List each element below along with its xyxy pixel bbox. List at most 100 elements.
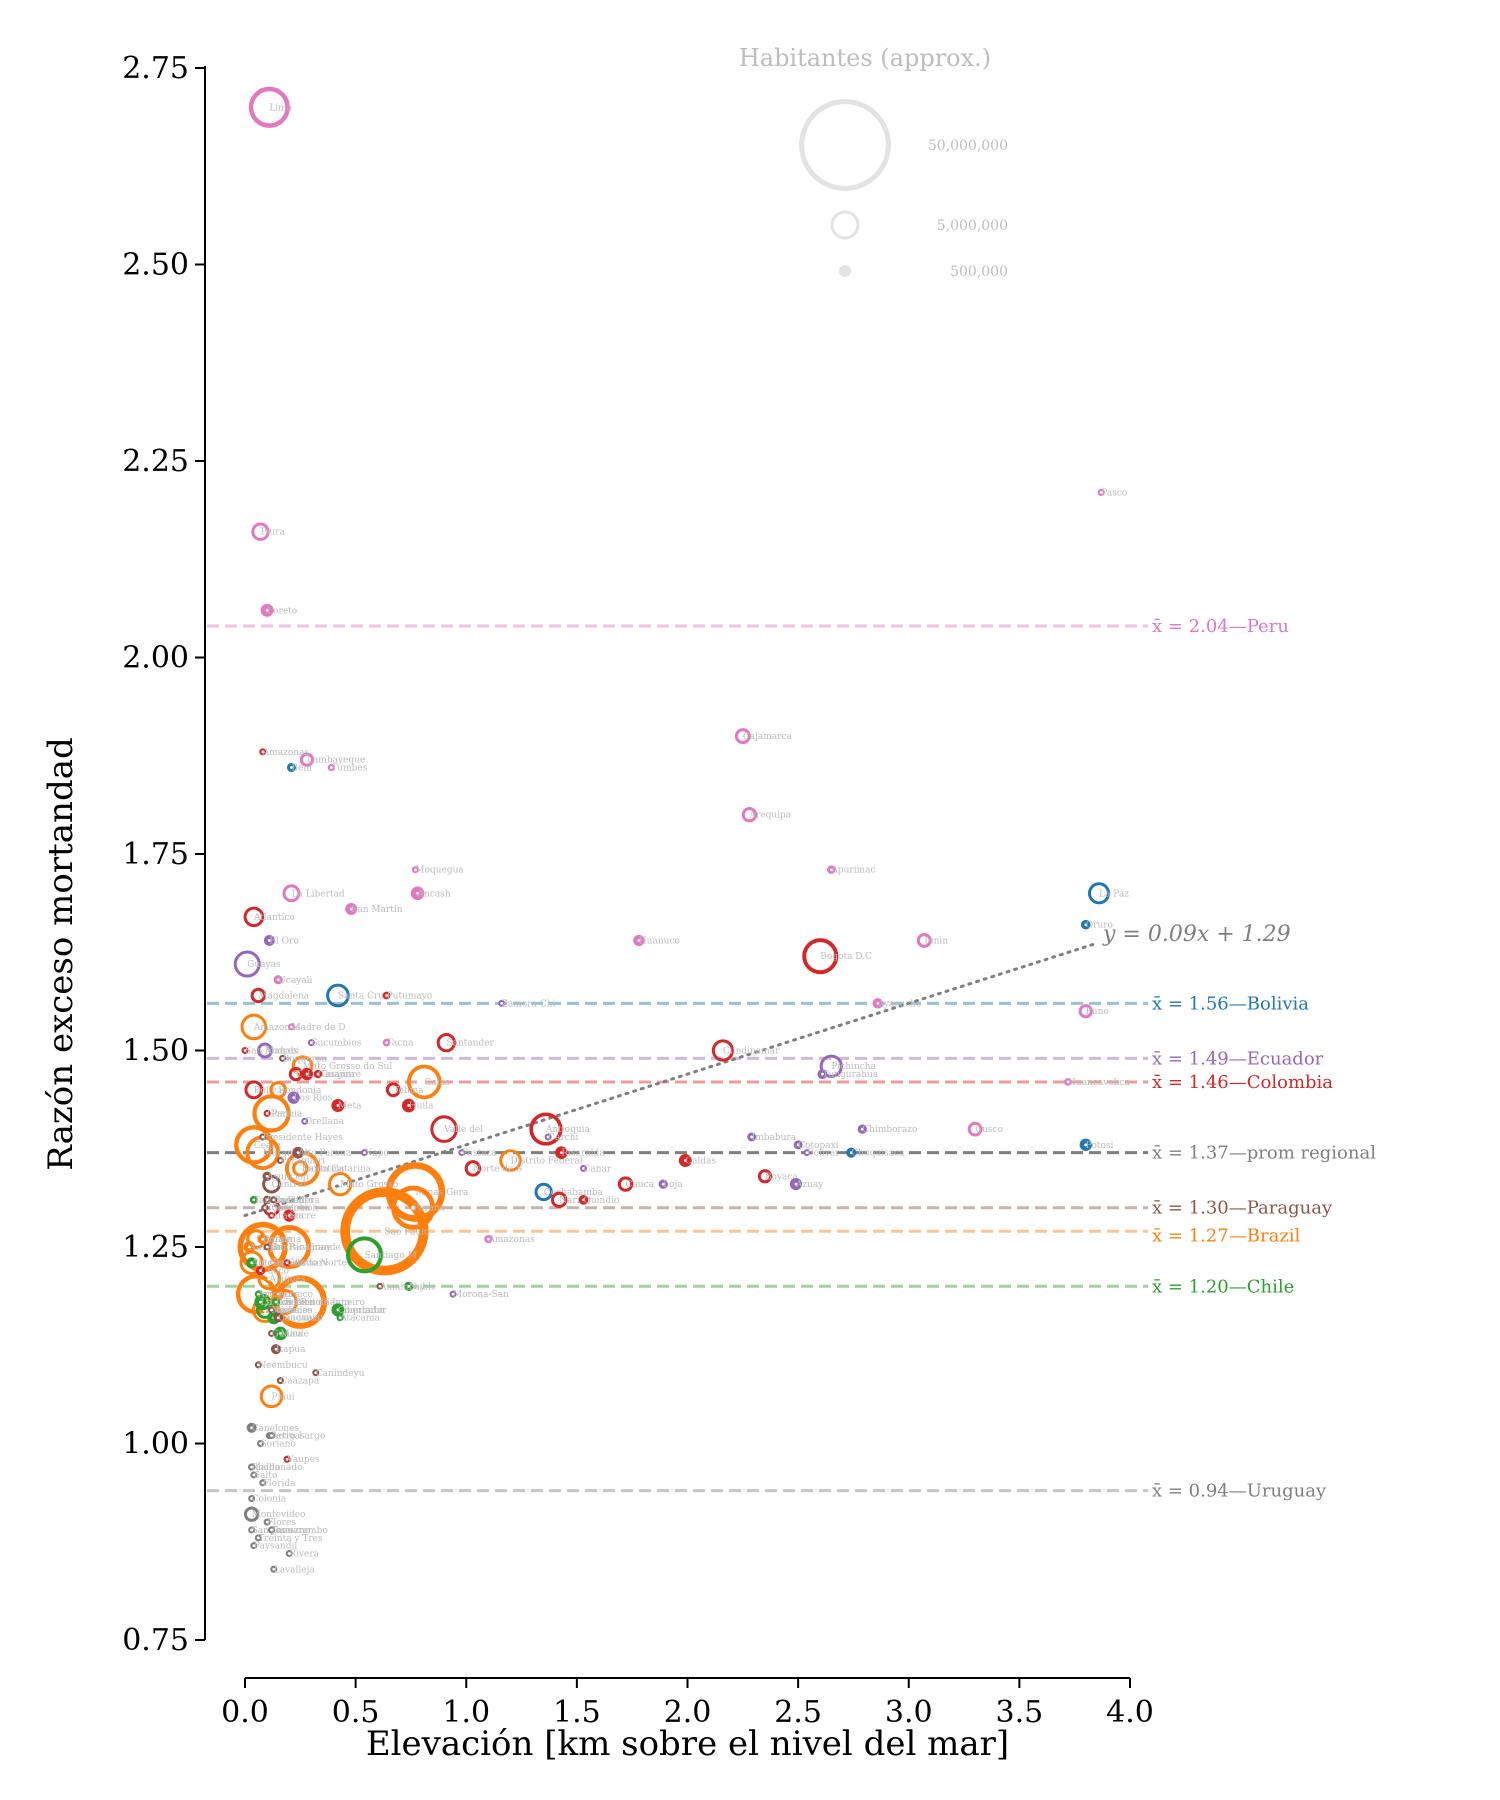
y-tick-label: 2.50 [122,248,189,283]
point-marker [819,1054,843,1078]
point-center [338,1316,342,1320]
point-center [274,1300,278,1304]
point-marker [345,1236,383,1274]
data-point: Lavalleja [270,1565,315,1575]
point-label: Guaviare [287,1259,328,1269]
point-label: Morona-San [453,1290,509,1300]
x-tick-label: 1.0 [442,1695,490,1730]
point-center [451,1292,455,1296]
point-label: Valle del [443,1125,483,1135]
point-marker [252,1094,291,1133]
point-label: Apurimac [830,866,875,876]
point-center [269,1205,274,1210]
point-center [1099,491,1103,494]
point-marker [734,728,751,745]
point-label: Los Lagos [260,1298,306,1308]
data-point: Arauca [268,1212,305,1222]
data-point: Soriano [256,1440,296,1450]
point-marker [617,1176,634,1192]
point-label: Amazonas [262,748,310,758]
data-point: Antioquia [529,1112,591,1146]
point-label: Lambayeque [307,756,365,766]
point-label: La Libertad [291,889,344,899]
point-label: Cerro Largo [269,1432,325,1442]
data-point: Paysandu [250,1542,297,1552]
point-center [849,1151,853,1155]
data-point: Cajamarca [734,728,792,745]
data-point: Manabi [256,1042,299,1059]
point-center [252,1544,256,1548]
point-label: La Paz [1099,889,1129,899]
point-label: Beni [291,764,312,774]
point-label: Cauca [626,1180,655,1190]
point-center [637,939,641,942]
point-label: Canar [584,1164,612,1174]
point-label: Maldonado [252,1463,303,1473]
point-marker [327,1171,353,1197]
data-point: Junin [916,933,948,948]
point-label: Pastaza [462,1149,497,1159]
data-point: San Martin [345,903,403,915]
mean-label: x̄ = 1.30—Paraguay [1152,1198,1333,1219]
point-center [265,608,269,612]
data-point: Cotopaxi [793,1140,839,1151]
point-marker [269,1081,287,1099]
y-tick-label: 1.75 [122,837,189,872]
point-label: San Pedro [267,1196,314,1206]
data-point: Norte de S [464,1160,522,1177]
point-marker [240,1013,268,1041]
point-label: Choco [260,1267,289,1277]
point-label: Artigas [271,1432,305,1442]
data-point: El Oro [263,935,299,946]
point-marker [282,884,301,903]
point-marker [256,1042,273,1059]
point-label: Ceara [254,1141,282,1151]
data-point: Para [252,1094,293,1133]
point-label: Risaralda [561,1149,605,1159]
point-label: Para [272,1109,293,1119]
point-marker [711,1039,734,1062]
point-center [805,1151,809,1155]
point-label: Treinta y Tres [258,1534,323,1544]
point-label: Los Rios [294,1094,333,1104]
data-point: Amazonas [484,1235,535,1245]
point-center [546,1135,550,1139]
data-point: Pasco [1097,488,1127,498]
data-points: Sao Paulo Minas Gera Rio de Janeiro Bahia Pa… [233,86,1130,1575]
point-center [256,1292,260,1296]
point-label: Moquegua [415,866,464,876]
data-point: Meta [331,1099,362,1113]
point-label: Goias [424,1078,450,1088]
legend-circle [799,99,891,191]
point-label: Flores [267,1518,296,1528]
point-marker [385,1162,446,1222]
point-label: Caldas [685,1157,716,1167]
y-tick-label: 2.75 [122,51,189,86]
data-point: Durazno [268,1526,310,1536]
point-center [282,1300,287,1305]
point-label: Madre de D [291,1023,345,1033]
data-point: Sucre [283,1209,316,1222]
data-point: Sao Paulo [340,1187,429,1276]
point-center [251,1087,256,1092]
point-label: San Andres [245,1047,298,1057]
data-point: Neembucu [254,1361,308,1371]
point-label: Zamora-Chi [502,999,556,1009]
data-point: Parana [391,1185,446,1230]
point-label: Salto [254,1471,277,1481]
regression-layer: y = 0.09x + 1.29 [243,922,1291,1218]
data-point: Artigas [268,1432,305,1442]
data-point: Potosi [1079,1138,1114,1151]
point-marker [257,1266,282,1291]
point-label: Guayas [247,960,281,970]
point-label: Presidente Hayes [263,1133,343,1143]
point-center [309,1041,313,1045]
point-center [285,1457,289,1461]
point-label: Huila [409,1102,434,1112]
point-label: Atlantico [253,913,295,923]
point-center [250,1426,254,1430]
point-label: Canindeyu [316,1369,365,1379]
point-label: La Guajira [307,1070,356,1080]
point-center [292,1096,296,1100]
point-center [385,994,388,997]
